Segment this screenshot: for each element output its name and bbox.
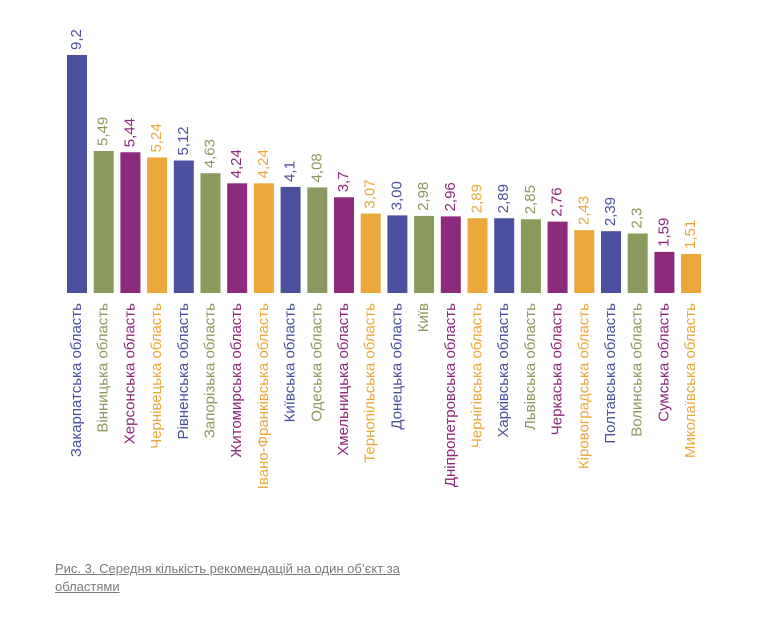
bar — [574, 230, 595, 293]
bar — [360, 213, 381, 293]
bar — [173, 160, 194, 293]
x-tick-label: Запорізька область — [201, 303, 218, 438]
x-tick-label: Донецька область — [388, 303, 405, 430]
x-tick-label: Івано-Франківська область — [255, 303, 272, 489]
value-label: 4,63 — [201, 139, 218, 168]
bar — [681, 253, 702, 293]
value-label: 2,85 — [522, 185, 539, 214]
value-label: 2,39 — [602, 197, 619, 226]
x-tick-label: Херсонська область — [121, 303, 138, 444]
x-tick-label: Чернівецька область — [148, 303, 165, 449]
x-tick-label: Вінницька область — [95, 303, 112, 433]
x-tick-label: Волинська область — [629, 303, 646, 437]
value-label: 1,59 — [655, 218, 672, 247]
value-label: 2,89 — [495, 184, 512, 213]
value-label: 4,08 — [308, 153, 325, 182]
bar — [253, 183, 274, 293]
x-tick-label: Кіровоградська область — [575, 303, 592, 469]
x-tick-label: Хмельницька область — [335, 303, 352, 456]
bar — [654, 251, 675, 293]
bar — [93, 150, 114, 293]
value-label: 4,24 — [255, 149, 272, 178]
value-label: 2,43 — [575, 196, 592, 225]
bar — [414, 215, 435, 293]
x-tick-label: Чернігівська область — [468, 303, 485, 448]
bar — [627, 233, 648, 293]
x-tick-label: Сумська область — [655, 303, 672, 422]
bar — [547, 221, 568, 293]
bar — [227, 183, 248, 293]
x-tick-label: Полтавська область — [602, 303, 619, 444]
value-label: 2,76 — [549, 187, 566, 216]
bar — [147, 157, 168, 293]
bar — [467, 218, 488, 293]
value-label: 4,24 — [228, 149, 245, 178]
value-label: 5,49 — [95, 117, 112, 146]
bar — [601, 231, 621, 293]
bar — [67, 55, 87, 293]
bar — [334, 197, 354, 293]
x-tick-label: Тернопільська область — [362, 303, 379, 463]
value-label: 3,07 — [362, 179, 379, 208]
x-tick-label: Київська область — [282, 303, 299, 423]
x-tick-label: Миколаївська область — [682, 303, 699, 458]
x-tick-label: Житомирська область — [228, 303, 245, 458]
bar — [200, 173, 221, 293]
value-label: 2,89 — [468, 184, 485, 213]
value-label: 3,7 — [335, 171, 352, 192]
value-label: 4,1 — [282, 161, 299, 182]
bar — [120, 152, 141, 293]
value-label: 5,44 — [121, 118, 138, 147]
bar — [280, 186, 301, 293]
x-tick-label: Київ — [415, 303, 432, 332]
value-label: 5,12 — [175, 126, 192, 155]
value-label: 9,2 — [68, 29, 85, 50]
bar — [520, 219, 541, 293]
value-label: 2,96 — [442, 182, 459, 211]
value-label: 1,51 — [682, 220, 699, 249]
value-label: 5,24 — [148, 123, 165, 152]
bar — [494, 218, 515, 293]
x-tick-label: Закарпатська область — [68, 303, 85, 457]
value-label: 3,00 — [388, 181, 405, 210]
x-tick-label: Черкаська область — [549, 303, 566, 435]
value-label: 2,3 — [629, 208, 646, 229]
bar — [440, 216, 461, 293]
x-tick-label: Дніпропетровська область — [442, 303, 459, 487]
bar — [307, 187, 328, 293]
bar — [387, 215, 408, 293]
figure-caption: Рис. 3. Середня кількість рекомендацій н… — [55, 561, 400, 594]
x-tick-label: Харківська область — [495, 303, 512, 438]
x-tick-label: Львівська область — [522, 303, 539, 430]
x-tick-label: Рівненська область — [175, 303, 192, 440]
value-label: 2,98 — [415, 182, 432, 211]
x-tick-label: Одеська область — [308, 303, 325, 422]
